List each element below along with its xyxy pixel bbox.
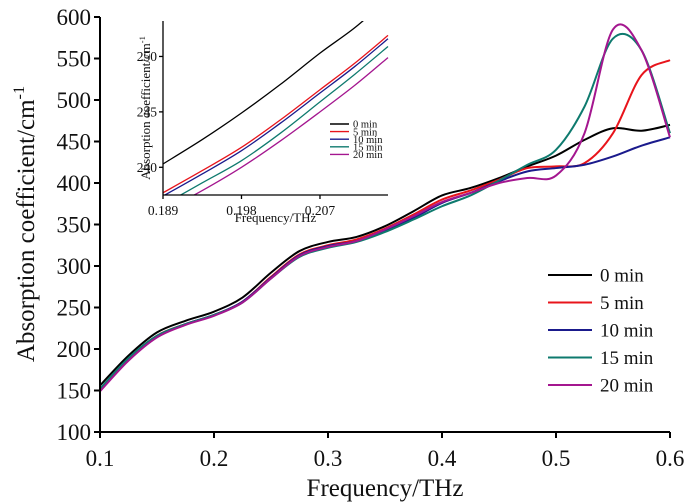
main-x-tick-label: 0.1 bbox=[86, 446, 115, 471]
inset-legend-label: 0 min bbox=[353, 120, 378, 131]
main-x-tick-label: 0.4 bbox=[428, 446, 457, 471]
inset-series-line-20-min bbox=[192, 57, 389, 195]
inset-legend-label: 20 min bbox=[353, 150, 383, 161]
main-series-line-20-min bbox=[100, 23, 671, 393]
main-series-group bbox=[100, 23, 671, 393]
main-x-tick-label: 0.6 bbox=[656, 446, 685, 471]
main-series-line-10-min bbox=[100, 136, 671, 392]
inset-series-line-10-min bbox=[163, 38, 389, 195]
main-y-tick-label: 100 bbox=[57, 420, 92, 445]
main-y-tick-label: 450 bbox=[57, 130, 92, 155]
main-y-axis-label-text: Absorption coefficient/cm bbox=[13, 99, 40, 362]
main-x-tick-label: 0.2 bbox=[200, 446, 229, 471]
main-legend-label: 20 min bbox=[600, 376, 654, 397]
inset-y-axis-label-text: Absorption coefficient/cm bbox=[138, 43, 153, 180]
inset-y-tick-label: 240 bbox=[137, 160, 158, 175]
main-y-tick-label: 250 bbox=[57, 296, 92, 321]
main-legend-label: 5 min bbox=[600, 293, 644, 314]
main-series-line-0-min bbox=[100, 123, 671, 387]
main-series-line-15-min bbox=[100, 32, 671, 390]
main-y-tick-label: 200 bbox=[57, 337, 92, 362]
inset-y-tick-label: 250 bbox=[137, 49, 158, 64]
inset-legend-item: 20 min bbox=[330, 150, 383, 161]
inset-legend-item: 10 min bbox=[330, 135, 383, 146]
main-legend-label: 0 min bbox=[600, 266, 644, 287]
inset-y-tick-label: 245 bbox=[137, 105, 158, 120]
inset-x-axis-label: Frequency/THz bbox=[235, 210, 317, 225]
main-legend: 0 min 5 min 10 min 15 min 20 min bbox=[548, 266, 654, 397]
inset-series-line-15-min bbox=[179, 45, 389, 195]
inset-legend-label: 5 min bbox=[353, 127, 378, 138]
main-legend-item: 5 min bbox=[548, 293, 644, 314]
inset-legend-item: 5 min bbox=[330, 127, 378, 138]
inset-y-axis-label: Absorption coefficient/cm-1 bbox=[137, 36, 153, 180]
inset-x-tick-label: 0.198 bbox=[226, 203, 257, 218]
main-y-axis-label-superscript: -1 bbox=[10, 86, 28, 100]
main-y-tick-label: 500 bbox=[57, 88, 92, 113]
main-y-tick-label: 550 bbox=[57, 47, 92, 72]
main-legend-label: 10 min bbox=[600, 321, 654, 342]
main-x-axis-label: Frequency/THz bbox=[307, 475, 464, 502]
inset-x-tick-label: 0.189 bbox=[148, 203, 179, 218]
inset-legend-label: 15 min bbox=[353, 142, 383, 153]
main-y-tick-label: 600 bbox=[57, 5, 92, 30]
inset-legend-item: 0 min bbox=[330, 120, 378, 131]
inset-legend-item: 15 min bbox=[330, 142, 383, 153]
inset-series-line-5-min bbox=[163, 34, 389, 194]
main-y-tick-label: 150 bbox=[57, 379, 92, 404]
main-x-tick-label: 0.3 bbox=[314, 446, 343, 471]
inset-series-line-0-min bbox=[163, 21, 364, 165]
inset-legend-label: 10 min bbox=[353, 135, 383, 146]
inset-series-group bbox=[163, 21, 389, 195]
main-legend-item: 15 min bbox=[548, 348, 654, 369]
main-legend-label: 15 min bbox=[600, 348, 654, 369]
main-legend-item: 10 min bbox=[548, 321, 654, 342]
main-y-tick-label: 300 bbox=[57, 254, 92, 279]
inset-y-axis-label-superscript: -1 bbox=[137, 36, 147, 43]
main-y-tick-label: 350 bbox=[57, 213, 92, 238]
main-y-tick-label: 400 bbox=[57, 171, 92, 196]
main-legend-item: 0 min bbox=[548, 266, 644, 287]
main-x-tick-label: 0.5 bbox=[542, 446, 571, 471]
inset-x-tick-label: 0.207 bbox=[305, 203, 336, 218]
main-legend-item: 20 min bbox=[548, 376, 654, 397]
main-y-axis-label: Absorption coefficient/cm-1 bbox=[10, 86, 40, 362]
